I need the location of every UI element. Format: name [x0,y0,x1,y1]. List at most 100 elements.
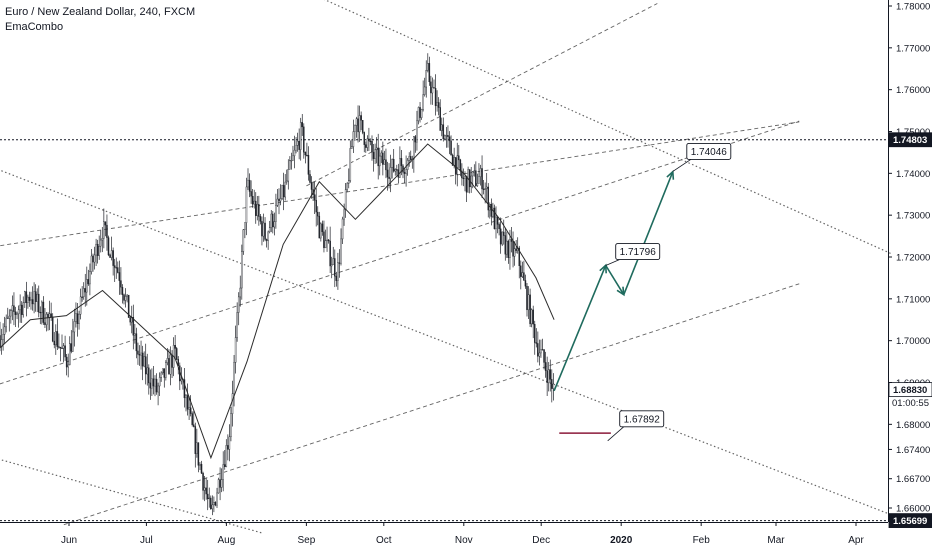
price-candle [379,147,381,176]
price-candle [327,238,330,244]
price-candle [524,274,527,289]
low-price-label-text: 1.65699 [893,516,927,527]
price-candle [258,195,260,226]
price-candle [270,210,273,233]
price-candle [42,296,45,325]
price-candle [250,180,252,204]
price-callout: 1.71796 [605,243,661,266]
price-candle [223,450,226,470]
price-candle [292,145,294,161]
price-candle [368,127,370,151]
y-tick-label: 1.66000 [896,504,930,515]
y-tick-label: 1.70000 [896,336,930,347]
x-tick-label: 2020 [610,535,633,546]
price-candle [25,281,28,317]
price-candle [286,169,288,185]
price-candle [523,260,525,281]
price-candle [121,284,124,304]
price-candle [535,328,538,348]
price-candle [354,124,356,141]
price-candle [81,286,83,302]
price-candle [106,214,108,251]
level-price-label-text: 1.74803 [893,135,927,146]
price-candle [70,330,73,354]
price-candle [33,282,35,314]
price-candle [358,105,361,142]
price-candle [61,334,63,350]
price-candle [414,134,417,153]
price-candle [482,179,485,195]
trend-line-3 [63,283,800,526]
chart-legend: Euro / New Zealand Dollar, 240, FXCM Ema… [5,5,195,35]
price-candle [241,244,243,300]
price-candle [360,111,362,131]
price-candle [301,114,304,136]
price-candle [234,325,237,374]
price-candle [129,316,131,326]
price-candle [90,248,93,275]
price-candle [278,188,280,215]
price-candle [123,293,125,305]
y-tick-label: 1.66700 [896,474,930,485]
price-candle [27,294,29,309]
x-tick-label: Jun [61,535,77,546]
price-candle [67,353,69,378]
price-candle [161,368,164,375]
price-candle [281,184,283,200]
price-candle [189,395,192,417]
price-candle [34,284,37,312]
price-candle [231,380,234,427]
price-candle [501,231,503,247]
price-candle [17,305,20,328]
price-candle [363,131,366,153]
price-candle [439,99,441,131]
price-candle [479,164,482,186]
price-candle [135,327,138,359]
price-candle [334,249,336,288]
price-candle [36,288,38,313]
price-candle [10,308,12,324]
price-candle [233,355,235,407]
price-candle [244,222,246,239]
y-tick-label: 1.74000 [896,169,930,180]
price-candle [284,174,286,201]
price-candle [205,477,207,500]
price-candle [31,286,34,311]
price-candle [405,155,407,187]
price-candle [216,487,218,509]
price-candle [442,117,445,142]
price-candle [134,323,136,344]
price-candle [441,117,443,137]
price-candle [56,318,59,351]
price-candle [28,291,31,307]
price-candle [132,304,135,350]
price-candle [191,411,193,427]
price-candle [73,308,76,347]
forecast-arrow-3 [623,169,675,295]
price-candle [504,228,507,261]
price-candle [458,145,460,169]
price-candle [38,285,40,318]
price-candle [290,152,293,170]
price-candle [436,90,438,112]
price-candle [228,424,231,462]
low-price-label: 1.65699 [888,513,932,528]
price-candle [447,125,449,148]
price-candle [416,110,418,151]
price-candle [507,239,510,264]
price-candle [101,227,104,253]
price-candle [149,369,152,400]
price-candle [317,206,319,226]
y-tick-label: 1.68000 [896,420,930,431]
price-candle [227,434,229,461]
ema-line [0,143,555,460]
price-candle [430,75,432,105]
price-candle [13,292,15,326]
price-candle [326,226,328,252]
price-candle [428,56,431,86]
price-candle [422,80,424,112]
price-candle [357,105,359,143]
price-candle [473,164,476,177]
